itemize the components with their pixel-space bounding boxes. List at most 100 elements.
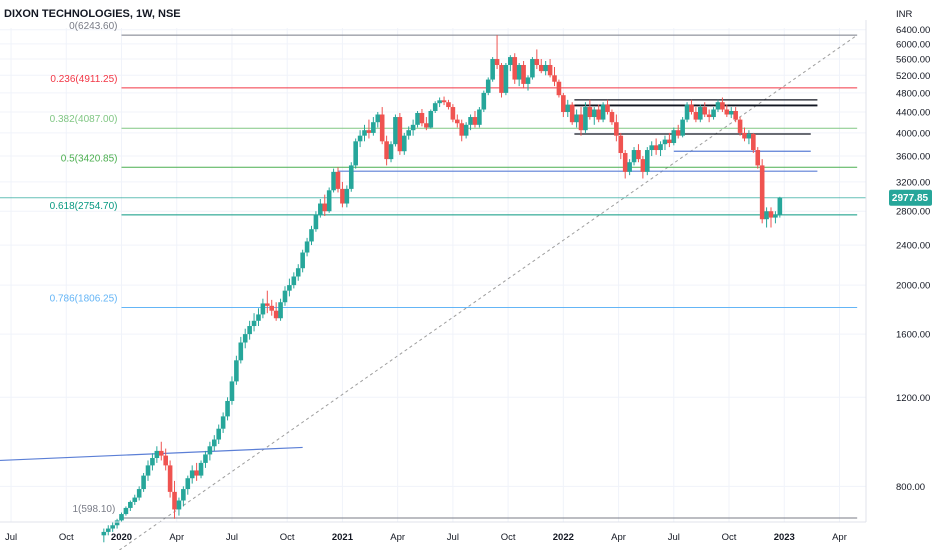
candle-up [132,497,138,502]
candle-down [596,109,601,120]
candle-up [203,454,208,463]
candle-down [512,57,518,80]
candle-down [561,95,566,112]
candle-up [181,489,186,501]
candle-up [101,531,107,536]
candle-up [331,171,336,191]
candle-up [401,135,407,152]
candle-up [658,144,663,151]
candle-up [348,165,354,189]
candle-down [335,171,341,189]
candle-up [698,107,703,120]
candle-down [640,159,646,172]
candle-down [547,64,553,76]
candle-up [530,59,535,78]
candle-down [158,450,164,456]
candle-up [644,150,650,172]
candle-up [295,268,301,277]
candle-up [746,134,752,139]
candle-up [388,144,394,160]
current-price-badge: 2977.85 [889,189,932,206]
y-tick-label: 3200.00 [896,177,930,188]
candle-up [145,465,151,476]
candle-up [313,214,319,230]
candle-down [194,470,199,476]
candle-up [353,141,358,166]
candle-up [574,114,579,123]
candle-up [242,334,248,343]
candle-down [751,134,756,151]
y-tick-label: 4400.00 [896,107,930,118]
y-tick-label: 4000.00 [896,128,930,139]
candle-down [587,107,593,118]
x-tick-label: Oct [722,532,737,543]
candle-down [742,132,747,139]
y-tick-label: 1200.00 [896,393,930,404]
candle-down [614,122,619,136]
support-resistance-lines[interactable] [0,99,818,462]
candle-up [300,252,305,269]
candle-up [150,458,155,466]
candle-up [415,112,420,125]
candle-up [256,314,261,321]
candle-down [733,110,738,120]
candle-down [768,211,774,218]
y-tick-label: 6400.00 [896,25,930,36]
candle-up [304,241,310,253]
candle-up [123,507,129,515]
candle-down [450,107,456,120]
candle-up [105,528,111,532]
price-axis[interactable]: 6400.00 6000.00 5600.00 5200.00 4800.00 4400.… [865,20,930,522]
candle-down [552,75,557,82]
currency-label: INR [896,9,913,20]
candle-up [525,77,531,84]
candle-down [265,303,270,306]
x-tick-label: Apr [832,532,847,543]
x-tick-label: 2020 [111,532,132,543]
fib-level-label: 0.618(2754.70) [50,201,118,212]
y-tick-label: 3600.00 [896,152,930,163]
candle-up [508,57,513,65]
candle-up [278,302,283,319]
candle-up [287,285,292,291]
candle-up [136,489,142,498]
candle-down [163,455,168,466]
candle-up [375,114,381,123]
candle-down [521,64,526,84]
fibonacci-retracement[interactable]: 0(6243.60) 0.236(4911.25) 0.382(4087.00) 0.… [0,21,866,550]
candle-up [728,110,734,115]
time-axis[interactable]: Jul Oct 2020 Apr Jul Oct 2021 Apr Jul Oct 2022 Apr J… [0,521,866,543]
candle-up [565,104,571,112]
y-tick-label: 2400.00 [896,241,930,252]
candle-up [680,119,685,136]
candle-up [468,117,473,125]
candle-down [424,123,429,128]
candle-down [441,100,447,103]
fib-level-label: 0.382(4087.00) [50,114,118,125]
candle-up [777,197,783,216]
fib-level-label: 0.236(4911.25) [50,74,117,85]
candle-down [379,114,385,142]
candle-down [538,64,544,72]
x-tick-label: Jul [447,532,459,543]
x-tick-label: Apr [390,532,405,543]
candle-down [667,139,672,144]
candle-down [172,491,177,510]
x-tick-label: 2023 [774,532,795,543]
candle-up [362,130,367,136]
candle-down [724,109,730,115]
y-tick-label: 800.00 [896,482,925,493]
x-tick-label: Jul [5,532,17,543]
candle-up [234,360,239,382]
candle-up [357,135,363,142]
candle-up [176,500,182,510]
candle-down [702,107,708,115]
candle-up [583,107,588,131]
candle-up [715,102,721,110]
candle-down [720,102,725,110]
candle-up [309,229,314,242]
x-tick-label: Apr [169,532,184,543]
grid [0,28,866,522]
candle-down [366,130,372,133]
